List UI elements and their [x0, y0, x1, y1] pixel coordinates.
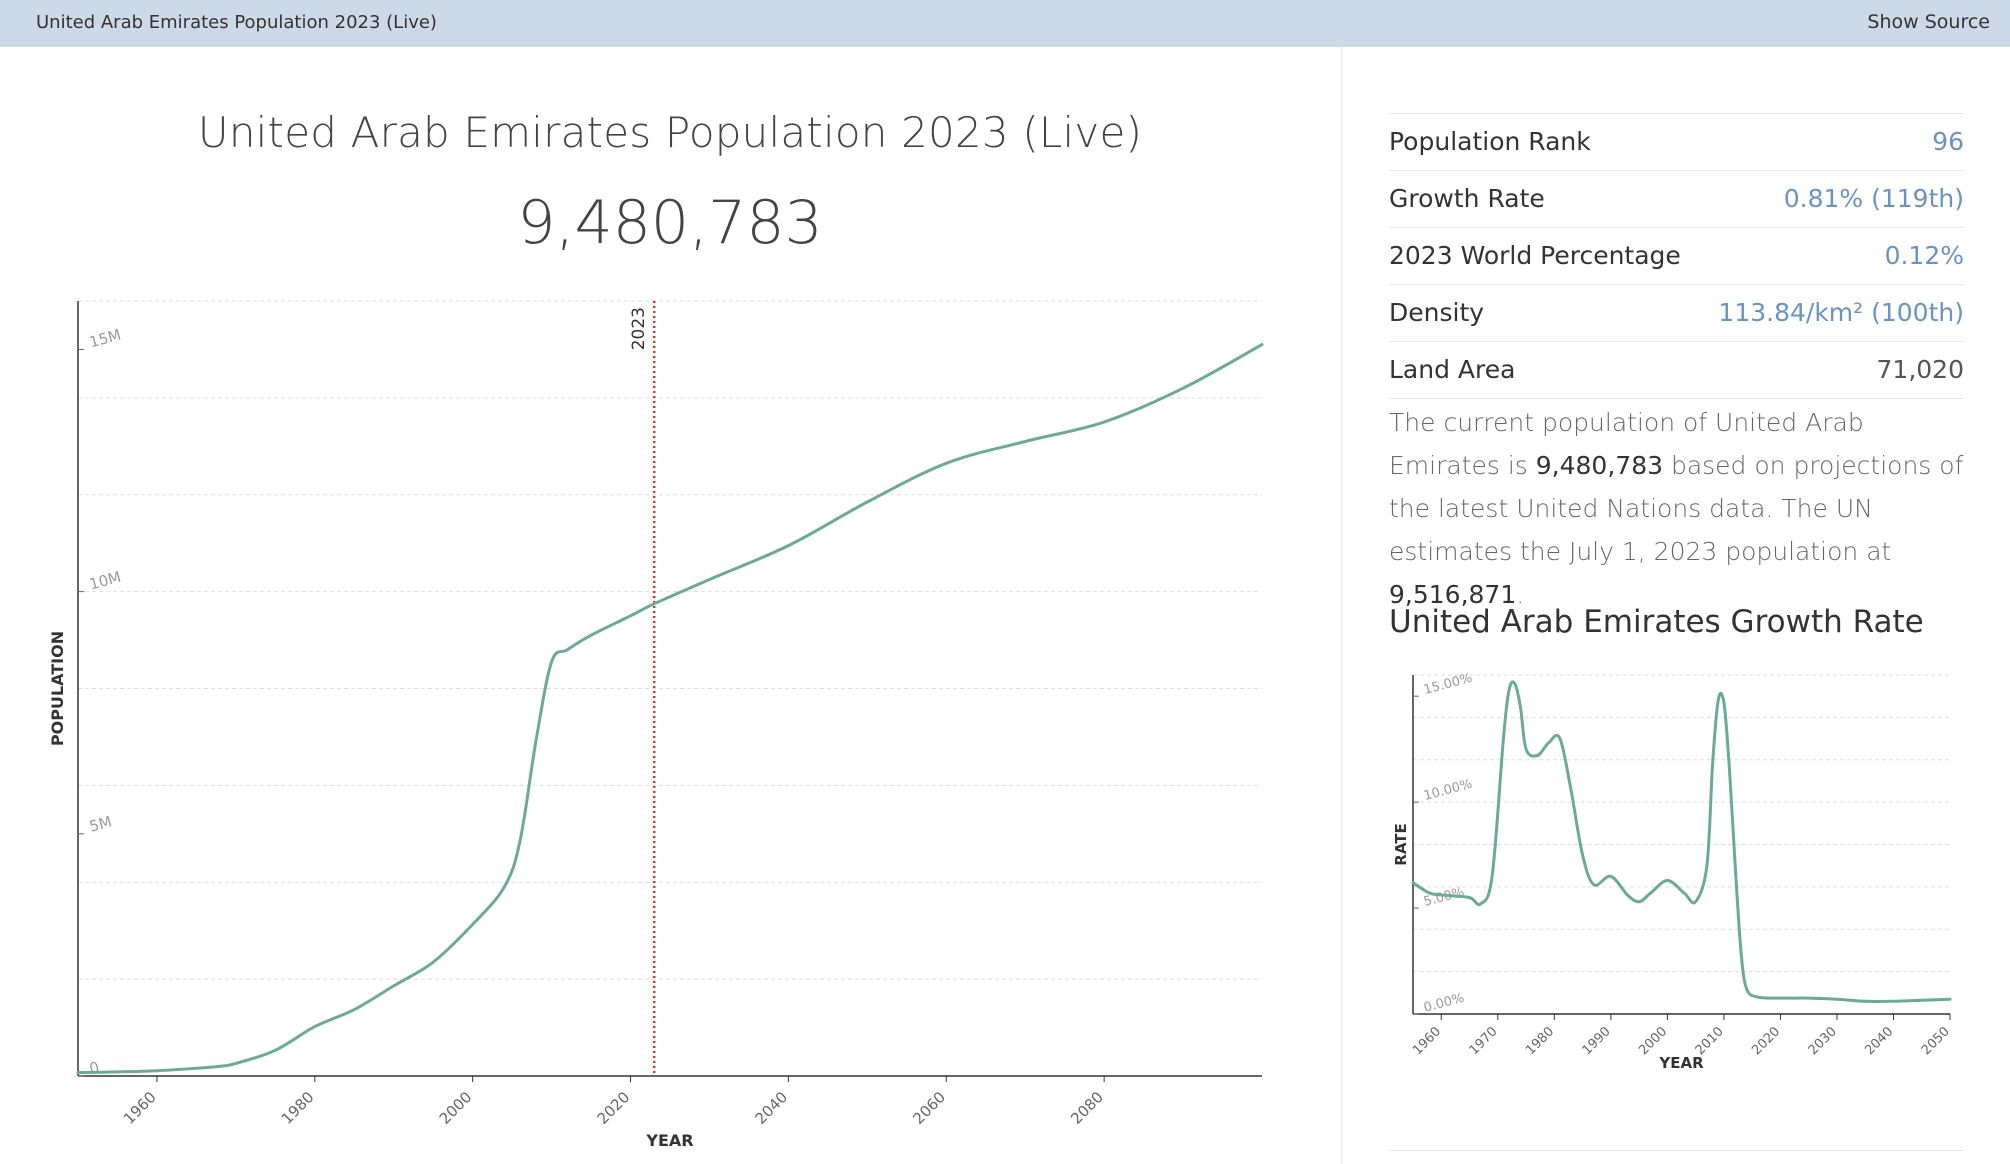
y-axis-label: RATE	[1392, 823, 1410, 865]
y-tick-label: 5M	[87, 812, 113, 835]
stat-label: Density	[1389, 298, 1485, 327]
stat-value-link[interactable]: 0.12%	[1884, 241, 1964, 270]
page-title: United Arab Emirates Population 2023 (Li…	[197, 108, 1143, 157]
y-tick-label: 10M	[87, 568, 123, 594]
x-tick-label: 1980	[278, 1088, 318, 1128]
stat-row-growth-rate: Growth Rate 0.81% (119th)	[1389, 171, 1964, 228]
stat-label: 2023 World Percentage	[1389, 241, 1681, 270]
x-tick-label: 2030	[1806, 1024, 1840, 1058]
y-tick-label: 10.00%	[1422, 777, 1474, 804]
x-tick-label: 2000	[436, 1088, 476, 1128]
bottom-divider	[1389, 1150, 1964, 1151]
x-tick-label: 2080	[1067, 1088, 1107, 1128]
stat-value-link[interactable]: 96	[1932, 127, 1964, 156]
stat-value: 71,020	[1876, 355, 1964, 384]
series-line	[76, 343, 1264, 1075]
x-axis-label: YEAR	[645, 1131, 693, 1150]
x-tick-label: 1980	[1523, 1024, 1557, 1058]
stat-row-population-rank: Population Rank 96	[1389, 114, 1964, 171]
show-source-button[interactable]: Show Source	[1867, 11, 1990, 33]
x-tick-label: 2020	[594, 1088, 634, 1128]
y-axis-label: POPULATION	[48, 631, 67, 746]
y-tick-label: 0.00%	[1422, 991, 1466, 1016]
x-tick-label: 2060	[909, 1088, 949, 1128]
stat-value-link[interactable]: 113.84/km² (100th)	[1718, 298, 1964, 327]
stat-label: Land Area	[1389, 355, 1516, 384]
description-text: .	[1516, 580, 1525, 609]
stat-value-link[interactable]: 0.81% (119th)	[1783, 184, 1964, 213]
x-tick-label: 2040	[1862, 1024, 1896, 1058]
top-bar-title: United Arab Emirates Population 2023 (Li…	[36, 12, 437, 33]
description-text: The current population of United Arab Em…	[1389, 408, 1864, 480]
series-line	[1411, 680, 1952, 1003]
x-axis-label: YEAR	[1658, 1054, 1704, 1072]
growth-rate-chart: 0.00%5.00%10.00%15.00%1960 1970 1980 1990 20…	[1392, 671, 1953, 1072]
x-tick-label: 2040	[751, 1088, 791, 1128]
x-tick-label: 1960	[120, 1088, 160, 1128]
y-tick-label: 15M	[87, 326, 123, 352]
stats-table: Population Rank 96 Growth Rate 0.81% (11…	[1389, 113, 1964, 399]
description-current-population: 9,480,783	[1535, 451, 1663, 480]
description-text: based on projections of the latest Unite…	[1389, 451, 1964, 566]
population-description: The current population of United Arab Em…	[1389, 401, 1969, 616]
stat-row-land-area: Land Area 71,020	[1389, 342, 1964, 399]
y-tick-label: 0	[87, 1058, 101, 1078]
stat-row-world-percentage: 2023 World Percentage 0.12%	[1389, 228, 1964, 285]
top-bar: United Arab Emirates Population 2023 (Li…	[0, 0, 2010, 47]
stat-label: Growth Rate	[1389, 184, 1545, 213]
current-year-label: 2023	[629, 307, 649, 350]
stat-label: Population Rank	[1389, 127, 1591, 156]
live-population-count: 9,480,783	[517, 188, 823, 258]
stat-row-density: Density 113.84/km² (100th)	[1389, 285, 1964, 342]
x-tick-label: 2050	[1919, 1024, 1953, 1058]
x-tick-label: 1960	[1410, 1024, 1444, 1058]
population-chart: 0 5M 10M 15M 1960 1980 2000 2020 2040 2060 2080 YEA…	[48, 300, 1264, 1150]
x-tick-label: 1990	[1580, 1024, 1614, 1058]
x-tick-label: 1970	[1467, 1024, 1501, 1058]
x-tick-label: 2020	[1749, 1024, 1783, 1058]
column-divider	[1341, 47, 1342, 1164]
growth-rate-title: United Arab Emirates Growth Rate	[1389, 604, 1924, 640]
description-july-population: 9,516,871	[1389, 580, 1517, 609]
